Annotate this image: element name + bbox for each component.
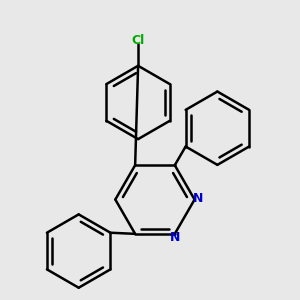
Text: N: N <box>193 192 203 205</box>
Text: N: N <box>169 231 180 244</box>
Text: Cl: Cl <box>131 34 145 47</box>
